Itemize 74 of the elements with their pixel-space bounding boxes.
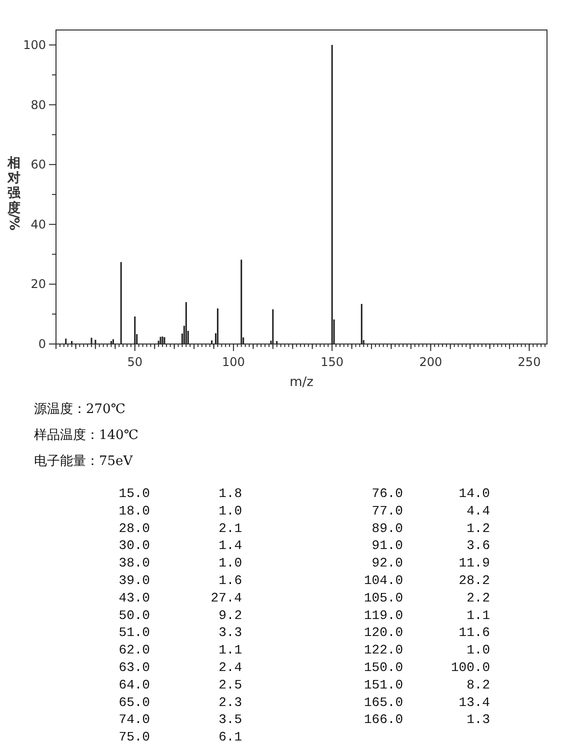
- text: 9.2: [218, 608, 242, 623]
- text: 18.0: [118, 503, 150, 518]
- text: 1.8: [218, 486, 242, 501]
- text: 1.4: [218, 538, 242, 554]
- text: 89.0: [372, 520, 403, 536]
- text: 150.0: [364, 660, 403, 675]
- text: 电子能量：75eV: [34, 454, 134, 469]
- text: 74.0: [118, 712, 150, 728]
- text: 38.0: [118, 556, 150, 571]
- text: 105.0: [364, 590, 403, 606]
- text: 3.3: [218, 625, 242, 640]
- text: 1.1: [218, 642, 242, 658]
- text: 11.6: [458, 625, 490, 640]
- y-tick-label: 60: [30, 158, 46, 172]
- text: 27.4: [210, 590, 242, 606]
- text: 样品温度：140℃: [34, 427, 138, 443]
- text: 1.0: [218, 556, 242, 571]
- text: 30.0: [118, 538, 150, 554]
- text: 51.0: [118, 625, 150, 640]
- text: 源温度：270℃: [34, 401, 126, 417]
- y-tick-label: 40: [30, 217, 46, 232]
- text: 151.0: [364, 677, 403, 692]
- text: 166.0: [364, 712, 403, 728]
- y-tick-label: 80: [30, 98, 46, 112]
- x-tick-label: 50: [127, 355, 143, 369]
- text: 4.4: [466, 503, 490, 518]
- text: 14.0: [458, 486, 490, 501]
- text: 62.0: [118, 642, 150, 658]
- text: 92.0: [372, 556, 403, 571]
- x-tick-label: 250: [518, 355, 541, 369]
- text: 2.3: [218, 694, 242, 710]
- text: 8.2: [466, 677, 490, 692]
- text: 65.0: [118, 694, 150, 710]
- text: 91.0: [372, 538, 403, 554]
- y-axis-title: 相对强度/%: [6, 156, 22, 231]
- y-tick-label: 0: [38, 337, 46, 351]
- text: 50.0: [118, 608, 150, 623]
- text: 15.0: [118, 486, 150, 501]
- text: 1.0: [218, 503, 242, 518]
- text: 165.0: [364, 694, 403, 710]
- text: 119.0: [364, 608, 403, 623]
- text: 76.0: [372, 486, 403, 501]
- text: 3.5: [218, 712, 242, 728]
- y-tick-label: 100: [23, 38, 46, 52]
- text: 1.3: [466, 712, 490, 728]
- x-tick-label: 100: [222, 355, 245, 369]
- text: 75.0: [118, 730, 150, 745]
- y-tick-label: 20: [30, 277, 46, 292]
- text: 1.1: [466, 608, 490, 623]
- text: 28.2: [458, 573, 490, 588]
- text: 100.0: [450, 660, 490, 675]
- text: 6.1: [218, 730, 242, 745]
- text: 77.0: [372, 503, 403, 518]
- text: 43.0: [118, 590, 150, 606]
- text: 2.2: [466, 590, 490, 606]
- text: 39.0: [118, 573, 150, 588]
- text: 122.0: [364, 642, 403, 658]
- text: 2.1: [218, 520, 242, 536]
- x-tick-label: 150: [320, 355, 344, 369]
- text: 3.6: [466, 538, 490, 554]
- text: 120.0: [364, 625, 403, 640]
- text: 64.0: [118, 677, 150, 692]
- text: 1.6: [218, 573, 242, 588]
- x-tick-label: 200: [419, 355, 442, 369]
- text: 1.2: [466, 520, 490, 536]
- text: 13.4: [458, 694, 490, 710]
- text: 2.4: [218, 660, 242, 675]
- text: 104.0: [364, 573, 403, 588]
- text: 2.5: [218, 677, 242, 692]
- text: 11.9: [458, 556, 490, 571]
- text: 63.0: [118, 660, 150, 675]
- text: 1.0: [466, 642, 490, 658]
- text: 28.0: [118, 520, 150, 536]
- x-axis-title: m/z: [290, 375, 314, 390]
